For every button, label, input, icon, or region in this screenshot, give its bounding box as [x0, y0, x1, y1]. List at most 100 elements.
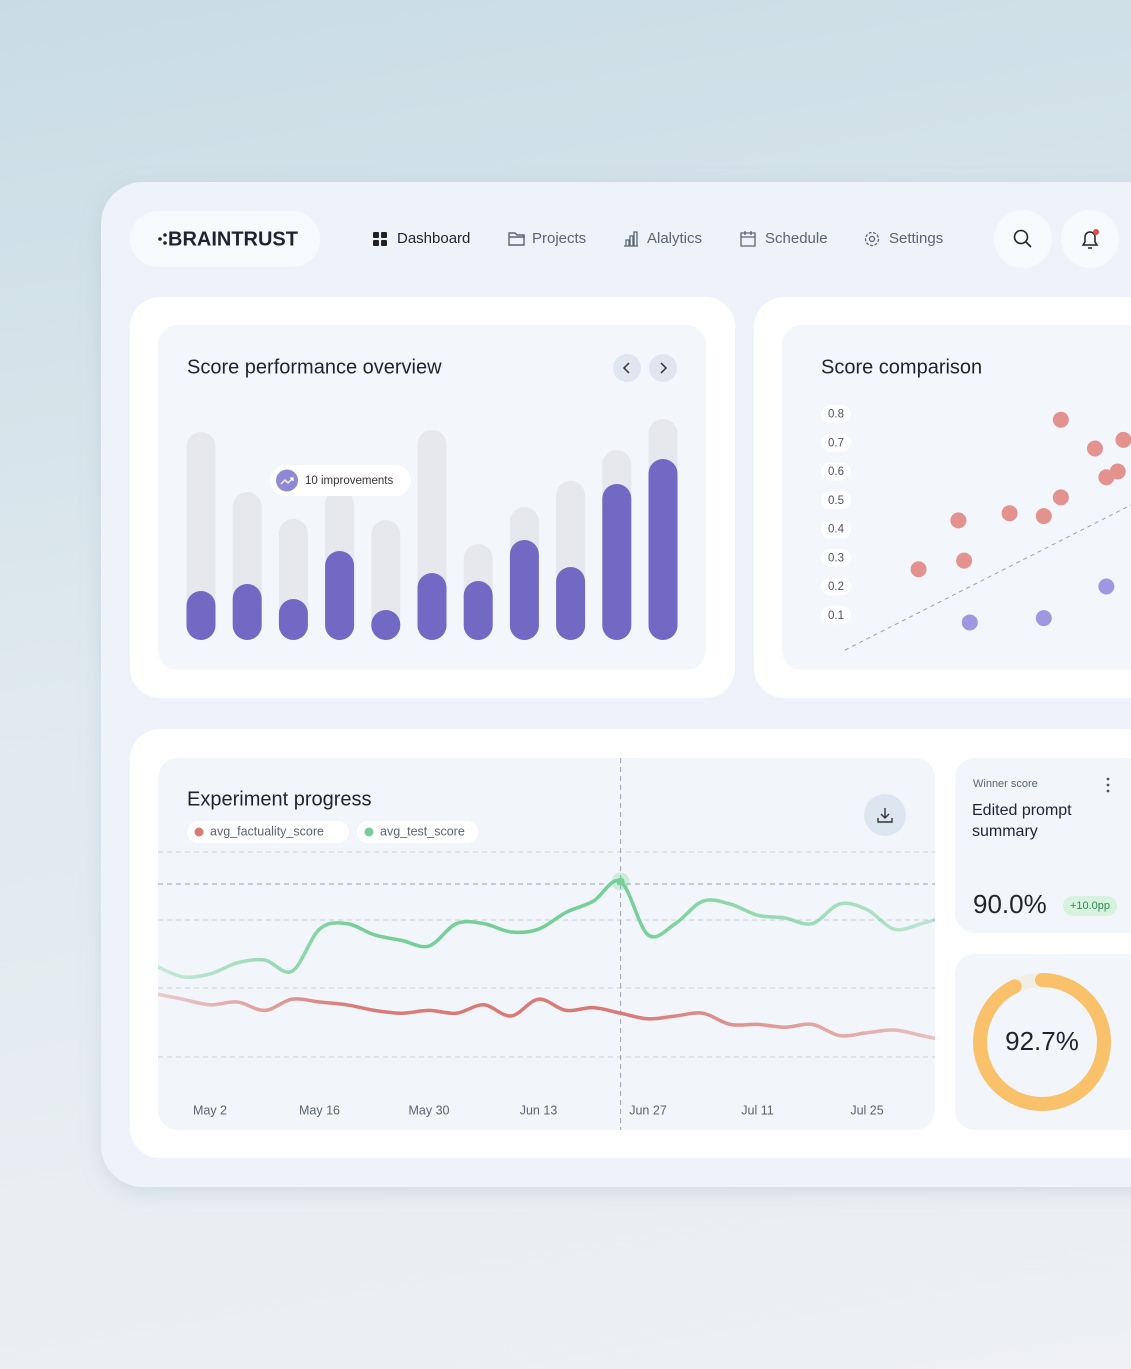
point	[1098, 578, 1115, 595]
nav-projects-icon	[508, 232, 525, 246]
bar	[325, 551, 355, 640]
delta-pill	[1063, 896, 1117, 916]
bar	[371, 610, 401, 640]
winner-name-box: Edited prompt summary	[972, 802, 1072, 840]
y-tick	[821, 577, 851, 596]
winner-delta: +10.0pp	[1070, 900, 1110, 912]
point	[1001, 505, 1018, 522]
point	[1098, 469, 1115, 486]
point	[956, 552, 973, 569]
point	[1115, 431, 1131, 448]
x-tick-label: May 2	[193, 1103, 227, 1117]
notifications-button[interactable]	[1061, 210, 1119, 268]
grid	[158, 851, 935, 1058]
y-tick	[821, 462, 851, 481]
bar-track	[186, 432, 216, 640]
point	[1052, 489, 1069, 506]
nav-item[interactable]: Alalytics	[647, 230, 702, 247]
nav-schedule-icon	[740, 231, 756, 247]
point	[1052, 411, 1069, 428]
annotation-icon-bg	[276, 469, 298, 492]
x-tick-label: Jun 13	[520, 1103, 558, 1117]
x-tick-label: May 16	[299, 1103, 340, 1117]
winner-label: Winner score	[973, 778, 1038, 790]
point	[950, 512, 967, 529]
bar	[278, 599, 308, 640]
legend-label: avg_test_score	[380, 824, 465, 838]
gauge-label: 92.7%	[1005, 1026, 1079, 1056]
x-tick-label: Jul 11	[741, 1103, 773, 1117]
nav-dashboard-icon	[373, 232, 387, 246]
y-tick-label: 0.3	[828, 552, 844, 564]
y-tick	[821, 520, 851, 538]
x-tick-label: May 30	[409, 1103, 450, 1117]
y-tick	[821, 606, 851, 625]
prev-icon	[622, 362, 630, 374]
y-tick-label: 0.8	[828, 409, 844, 421]
bar	[556, 567, 586, 640]
download-icon	[877, 808, 893, 823]
next-button[interactable]	[649, 354, 677, 382]
y-tick	[821, 491, 851, 510]
line-chart: avg_factuality_score avg_test_score May 2 M…	[158, 758, 935, 1130]
search-icon	[1013, 229, 1032, 248]
annotation: 10 improvements	[305, 475, 393, 487]
nav-item[interactable]: Projects	[532, 230, 586, 247]
bar	[463, 581, 493, 640]
brand-name: BRAINTRUST	[168, 228, 298, 250]
winner-card	[955, 758, 1131, 933]
gauge-chart: 92.7%	[973, 973, 1111, 1111]
point	[1086, 440, 1103, 457]
highlight-point	[616, 877, 625, 886]
point	[1035, 508, 1052, 525]
legend-chip	[357, 821, 479, 843]
bar	[232, 584, 262, 640]
x-tick-label: Jun 27	[629, 1103, 667, 1117]
bar-track	[371, 520, 401, 640]
scatter-chart: 0.8 0.7 0.6 0.5 0.4 0.3 0.2 0.1	[821, 405, 1131, 631]
y-tick-label: 0.4	[828, 524, 845, 536]
nav-settings-icon	[864, 231, 880, 247]
point	[1035, 610, 1052, 627]
nav-item[interactable]: Schedule	[765, 230, 828, 247]
y-tick	[821, 405, 851, 423]
nav-analytics-icon	[624, 231, 638, 247]
prev-button[interactable]	[613, 354, 641, 382]
bell-icon	[1081, 231, 1099, 249]
bar	[602, 484, 632, 640]
card-title: Experiment progress	[187, 788, 372, 810]
bar	[648, 459, 678, 640]
bar	[186, 591, 216, 640]
annotation-icon	[280, 477, 294, 485]
y-tick	[821, 548, 851, 567]
point	[961, 614, 978, 631]
nav-item[interactable]: Dashboard	[397, 230, 470, 247]
nav-item[interactable]: Settings	[889, 230, 943, 247]
search-button[interactable]	[994, 210, 1052, 268]
card-inner	[158, 758, 935, 1130]
card-title: Score comparison	[821, 356, 982, 378]
annotation-pill	[270, 465, 411, 496]
winner-score: 90.0%	[973, 889, 1047, 919]
notification-dot	[1093, 229, 1099, 235]
series-group	[158, 878, 935, 1041]
legend-label: avg_factuality_score	[210, 824, 324, 838]
legend-swatch	[364, 827, 374, 837]
card-inner	[782, 325, 1131, 670]
brand-logo	[158, 233, 167, 245]
brand-pill	[130, 211, 320, 267]
y-tick-label: 0.7	[828, 437, 844, 449]
menu-icon[interactable]	[1106, 777, 1110, 793]
legend-chip	[187, 821, 349, 843]
x-tick-label: Jul 25	[850, 1103, 883, 1117]
winner-name: Edited prompt summary	[972, 802, 1072, 840]
y-tick-label: 0.6	[828, 466, 844, 478]
y-tick-label: 0.2	[828, 581, 844, 593]
bar	[509, 540, 539, 640]
legend-swatch	[194, 827, 204, 837]
series-line	[158, 992, 935, 1041]
y-tick-label: 0.1	[828, 610, 844, 622]
next-icon	[660, 362, 668, 374]
